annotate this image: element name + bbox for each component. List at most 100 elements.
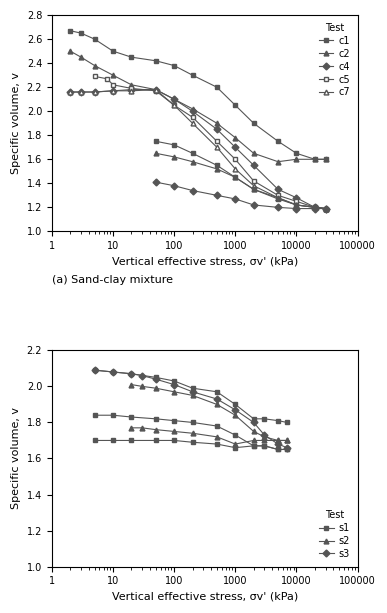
c2: [233, 134, 238, 142]
s2: [153, 384, 158, 392]
c7: [190, 120, 195, 127]
c1: [276, 137, 280, 145]
Line: c7: c7: [68, 87, 328, 211]
c4: [153, 86, 158, 93]
c7: [172, 102, 176, 109]
c2: [153, 86, 158, 93]
c1: [214, 83, 219, 91]
c7: [233, 166, 238, 173]
c4: [323, 205, 328, 212]
c1: [251, 120, 256, 127]
c2: [129, 81, 134, 88]
c4: [214, 126, 219, 133]
s3: [214, 395, 219, 403]
c5: [129, 85, 134, 92]
s2: [140, 383, 144, 390]
Legend: c1, c2, c4, c5, c7: c1, c2, c4, c5, c7: [316, 20, 353, 101]
c4: [111, 87, 115, 94]
s3: [153, 376, 158, 383]
s2: [233, 411, 238, 419]
s1: [153, 374, 158, 381]
s3: [284, 444, 289, 451]
c5: [153, 87, 158, 94]
s2: [190, 392, 195, 399]
c7: [79, 88, 83, 96]
c1: [190, 72, 195, 79]
c4: [251, 162, 256, 169]
c5: [172, 102, 176, 109]
s3: [190, 388, 195, 395]
c5: [190, 113, 195, 121]
s1: [276, 417, 280, 424]
c4: [79, 88, 83, 96]
c2: [68, 47, 73, 55]
s1: [214, 388, 219, 395]
c5: [233, 156, 238, 163]
c2: [251, 150, 256, 157]
c1: [172, 62, 176, 69]
s2: [214, 401, 219, 408]
c2: [190, 105, 195, 113]
X-axis label: Vertical effective stress, σv' (kPa): Vertical effective stress, σv' (kPa): [111, 592, 298, 602]
c4: [233, 143, 238, 151]
c4: [276, 186, 280, 193]
s3: [233, 406, 238, 414]
c2: [323, 156, 328, 163]
c5: [312, 204, 317, 211]
s1: [262, 415, 267, 422]
s2: [172, 388, 176, 395]
c2: [172, 96, 176, 103]
c7: [129, 87, 134, 94]
c4: [129, 86, 134, 93]
c5: [323, 205, 328, 212]
s1: [251, 415, 256, 422]
s3: [172, 381, 176, 388]
c1: [129, 53, 134, 61]
s1: [190, 384, 195, 392]
c2: [294, 156, 299, 163]
c2: [111, 72, 115, 79]
c1: [68, 27, 73, 34]
c4: [312, 204, 317, 211]
c1: [153, 57, 158, 64]
c4: [190, 107, 195, 115]
c7: [92, 88, 97, 96]
c1: [111, 47, 115, 55]
s3: [111, 368, 115, 376]
s2: [251, 428, 256, 435]
c2: [92, 62, 97, 69]
s1: [92, 367, 97, 374]
s2: [276, 437, 280, 444]
Legend: s1, s2, s3: s1, s2, s3: [316, 507, 353, 562]
c7: [68, 88, 73, 96]
s1: [233, 401, 238, 408]
c5: [294, 197, 299, 205]
c7: [294, 201, 299, 208]
c7: [111, 87, 115, 94]
s3: [251, 419, 256, 426]
Line: c2: c2: [68, 48, 328, 164]
Line: s1: s1: [92, 368, 289, 425]
Line: c1: c1: [68, 28, 328, 162]
s1: [111, 368, 115, 376]
c5: [105, 75, 110, 83]
s2: [129, 381, 134, 388]
s3: [262, 432, 267, 439]
c1: [233, 102, 238, 109]
c2: [79, 53, 83, 61]
c5: [92, 73, 97, 80]
s3: [276, 440, 280, 447]
Line: c4: c4: [68, 87, 328, 211]
Line: s2: s2: [129, 382, 289, 443]
c1: [79, 29, 83, 37]
s3: [140, 372, 144, 379]
c1: [323, 156, 328, 163]
c7: [251, 182, 256, 189]
Line: s3: s3: [92, 368, 289, 450]
c1: [294, 150, 299, 157]
Y-axis label: Specific volume, v: Specific volume, v: [11, 408, 21, 509]
c7: [214, 143, 219, 151]
s1: [129, 370, 134, 378]
X-axis label: Vertical effective stress, σv' (kPa): Vertical effective stress, σv' (kPa): [111, 257, 298, 267]
Text: (a) Sand-clay mixture: (a) Sand-clay mixture: [52, 275, 173, 284]
